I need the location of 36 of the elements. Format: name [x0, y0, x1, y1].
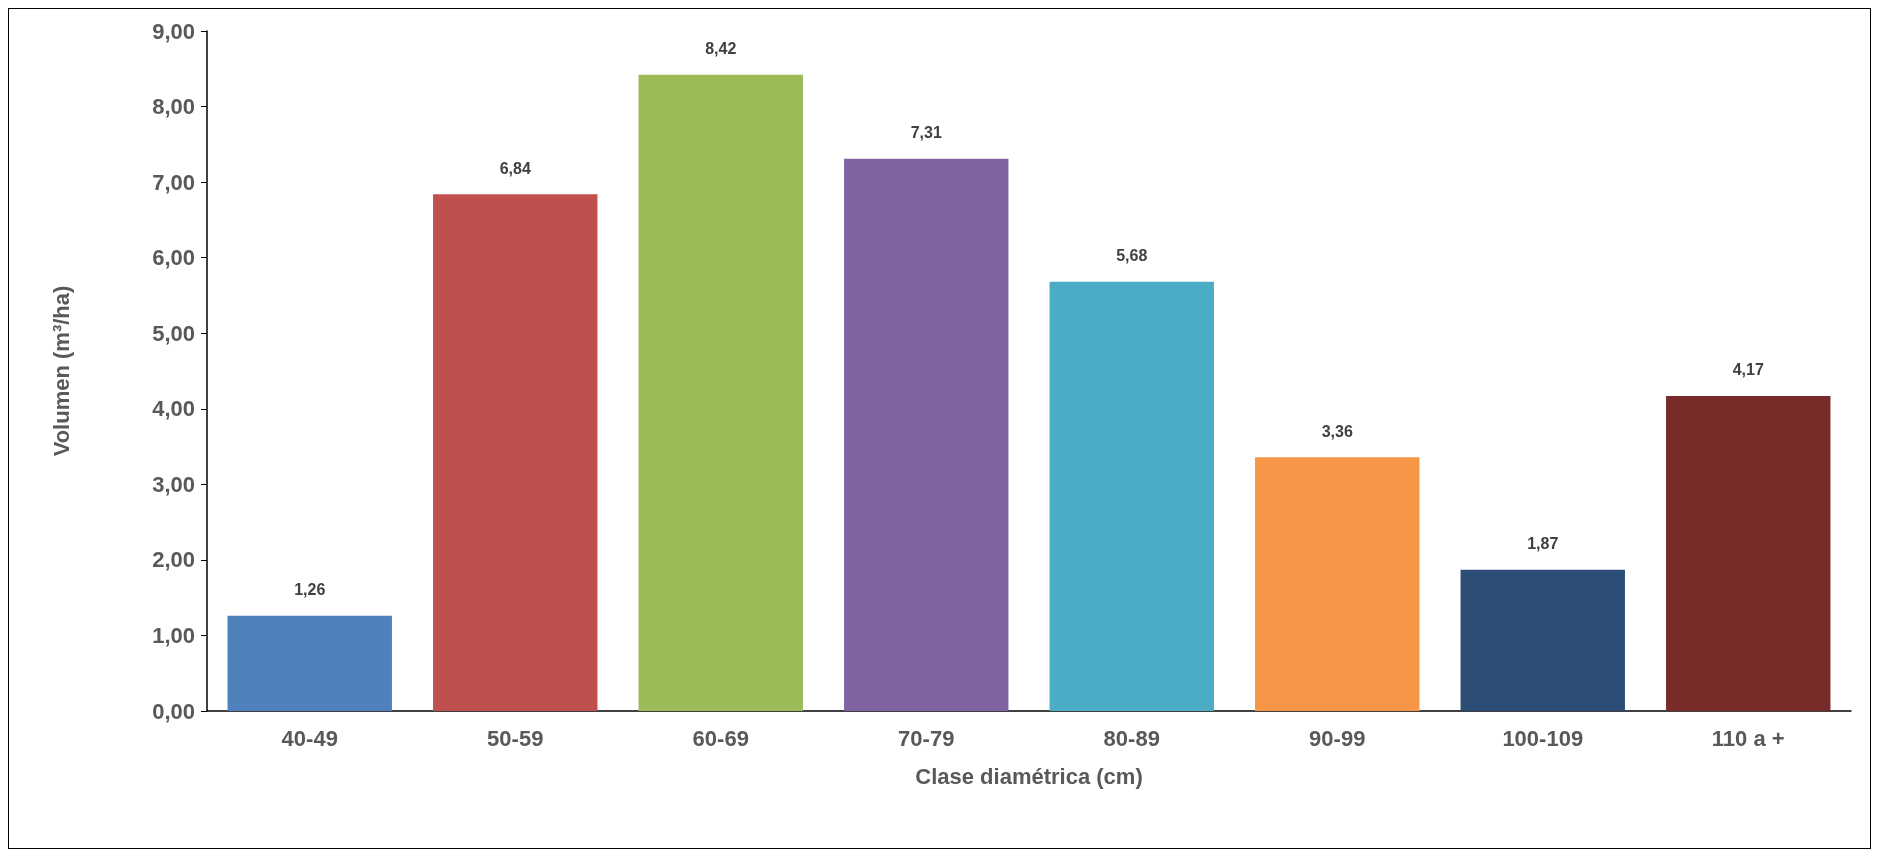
y-tick-label: 9,00 [152, 18, 195, 44]
data-label: 1,26 [294, 581, 326, 599]
x-tick-label: 100-109 [1502, 725, 1584, 751]
x-tick-label: 70-79 [898, 725, 955, 751]
y-tick-label: 8,00 [152, 94, 195, 120]
bar [638, 74, 803, 711]
bar [1460, 569, 1625, 711]
data-label: 6,84 [499, 159, 531, 177]
y-tick-label: 0,00 [152, 698, 195, 724]
bar [433, 194, 598, 711]
y-axis-title: Volumen (m³/ha) [48, 285, 74, 457]
data-label: 5,68 [1116, 247, 1148, 265]
y-tick-label: 1,00 [152, 622, 195, 648]
y-tick-label: 6,00 [152, 245, 195, 271]
x-tick-label: 90-99 [1309, 725, 1366, 751]
y-tick-label: 2,00 [152, 547, 195, 573]
data-label: 1,87 [1527, 535, 1559, 553]
data-label: 4,17 [1732, 361, 1764, 379]
x-tick-label: 50-59 [487, 725, 544, 751]
bar [1666, 395, 1831, 711]
x-tick-label: 40-49 [281, 725, 338, 751]
x-tick-label: 80-89 [1103, 725, 1160, 751]
bar [844, 158, 1009, 711]
x-tick-label: 110 a + [1711, 725, 1785, 751]
bar [1255, 457, 1420, 711]
bar [1049, 281, 1214, 711]
y-tick-label: 4,00 [152, 396, 195, 422]
y-tick-label: 3,00 [152, 471, 195, 497]
y-tick-label: 7,00 [152, 169, 195, 195]
y-tick-label: 5,00 [152, 320, 195, 346]
x-axis-title: Clase diamétrica (cm) [915, 763, 1143, 789]
data-label: 3,36 [1321, 422, 1353, 440]
bar [227, 615, 392, 711]
data-label: 8,42 [705, 40, 737, 58]
x-tick-label: 60-69 [692, 725, 749, 751]
data-label: 7,31 [910, 124, 942, 142]
